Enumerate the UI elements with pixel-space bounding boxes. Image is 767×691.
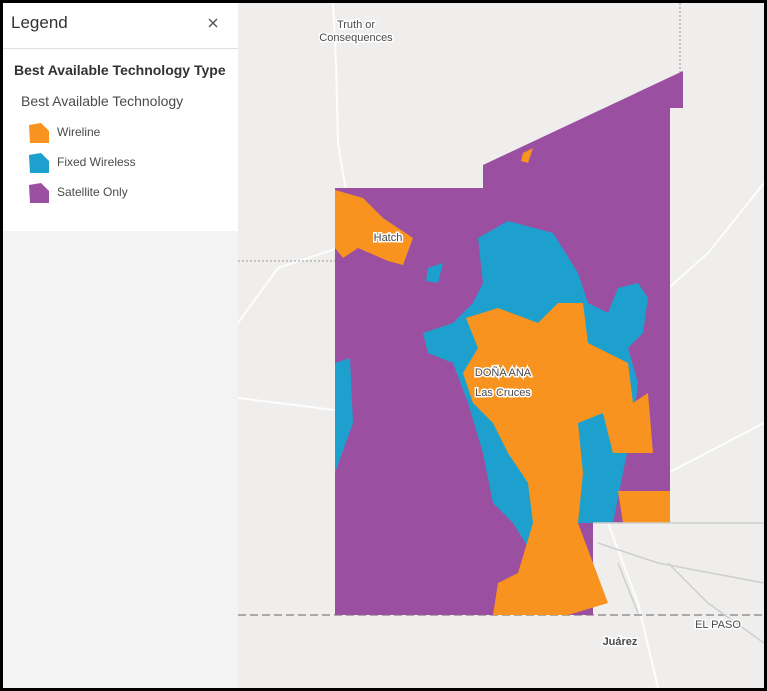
layer-title: Best Available Technology Type <box>14 62 226 78</box>
legend-swatch <box>29 183 49 203</box>
label-line: Juárez <box>603 636 638 648</box>
label-line: Truth or <box>337 19 375 31</box>
legend-label: Fixed Wireless <box>57 155 136 169</box>
legend-card: Legend Best Available Technology Type Be… <box>3 3 238 231</box>
wireline-areas <box>335 148 670 615</box>
label-line: Hatch <box>374 232 403 244</box>
map: Truth or Consequences Hatch DOÑA ANA Las Cru… <box>238 3 764 688</box>
legend-swatch <box>29 123 49 143</box>
label-line: EL PASO <box>695 619 741 631</box>
place-label: Truth or Consequences <box>319 19 393 44</box>
place-label: Hatch <box>374 232 403 244</box>
label-line: Las Cruces <box>475 387 531 399</box>
place-label: EL PASO <box>695 619 741 631</box>
place-labels: Truth or Consequences Hatch DOÑA ANA Las Cru… <box>318 18 743 650</box>
place-label: Las Cruces <box>475 387 531 399</box>
legend-label: Wireline <box>57 125 101 139</box>
close-button[interactable] <box>207 17 219 29</box>
place-label: DOÑA ANA <box>475 366 532 379</box>
legend-label: Satellite Only <box>57 185 128 199</box>
legend-title: Legend <box>11 13 68 32</box>
place-label: Juárez <box>603 636 638 648</box>
label-line: Consequences <box>319 32 393 44</box>
label-line: DOÑA ANA <box>475 366 532 379</box>
divider <box>3 48 238 49</box>
legend-swatch <box>29 153 49 173</box>
group-title: Best Available Technology <box>21 93 184 109</box>
legend-panel: Legend Best Available Technology Type Be… <box>3 3 238 688</box>
